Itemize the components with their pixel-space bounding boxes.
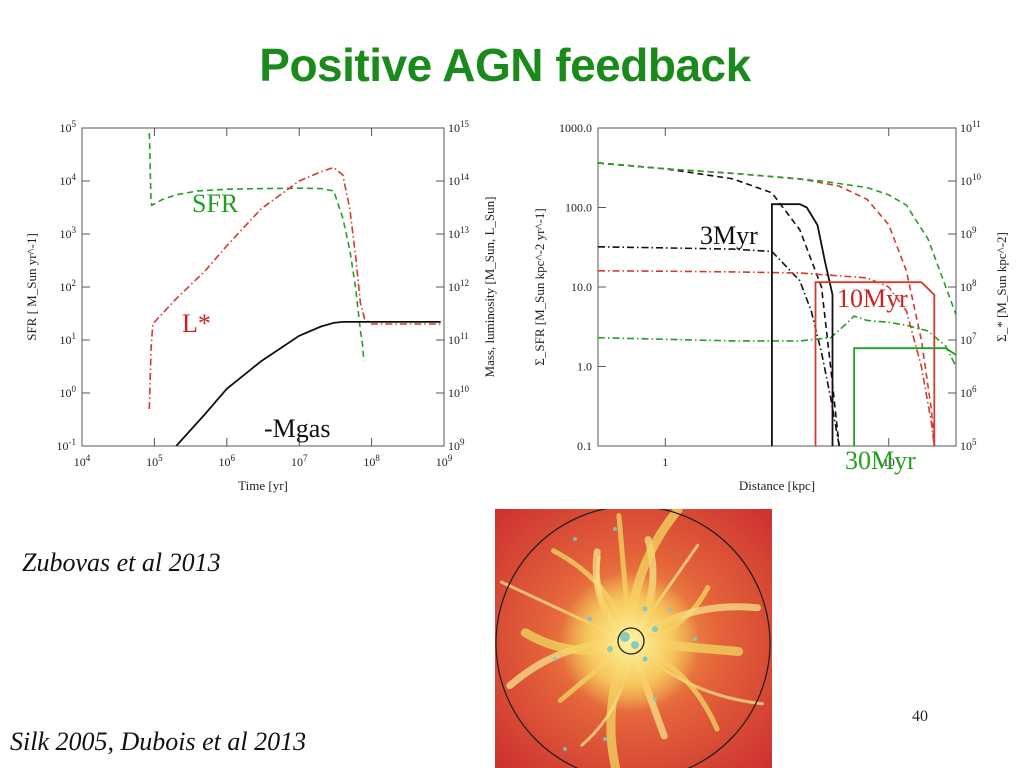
x-tick-label: 107 xyxy=(291,453,308,469)
y-tick-label: 103 xyxy=(60,225,77,241)
page-number: 40 xyxy=(912,708,928,725)
series-line-3 xyxy=(598,246,840,446)
y2-tick-label: 109 xyxy=(960,225,977,241)
y2-tick-label: 109 xyxy=(448,437,465,453)
y-tick-label: 10-1 xyxy=(57,437,77,453)
y-tick-label: 1000.0 xyxy=(559,121,592,135)
annotation-3myr: 3Myr xyxy=(700,221,758,250)
y2-tick-label: 1010 xyxy=(448,384,470,400)
inner-circle xyxy=(617,627,645,655)
y2-tick-label: 1011 xyxy=(448,331,469,347)
y-tick-label: 100.0 xyxy=(565,201,592,215)
annotation-sfr: SFR xyxy=(192,189,239,218)
chart-sfr-vs-time: 104 105 106 107 108 109 10-1 100 101 102 103 104 10… xyxy=(24,119,497,493)
series-line-0 xyxy=(598,162,840,446)
y-tick-label: 101 xyxy=(60,331,77,347)
y-tick-label: 10.0 xyxy=(571,280,592,294)
y-tick-label: 1.0 xyxy=(577,360,592,374)
series-line-2 xyxy=(175,320,441,446)
citation-silk-dubois: Silk 2005, Dubois et al 2013 xyxy=(10,727,307,756)
chart-sfr-surface-density: 1 10 0.1 1.0 10.0 100.0 1000.0 105 106 107 108 10… xyxy=(532,119,1009,493)
y2-tick-label: 106 xyxy=(960,384,977,400)
y2-tick-label: 1011 xyxy=(960,119,981,135)
plot-frame xyxy=(81,127,445,447)
x-tick-label: 105 xyxy=(146,453,163,469)
y-tick-label: 0.1 xyxy=(577,439,592,453)
x-tick-label: 109 xyxy=(436,453,453,469)
y-tick-label: 105 xyxy=(60,119,77,135)
x-tick-label: 10 xyxy=(883,455,895,469)
x-tick-label: 106 xyxy=(219,453,236,469)
series-line-2 xyxy=(598,162,956,315)
series-line-6 xyxy=(770,203,834,446)
annotation-lstar: L* xyxy=(182,309,211,338)
y-tick-label: 104 xyxy=(60,172,77,188)
y2-tick-label: 108 xyxy=(960,278,977,294)
y2-tick-label: 1015 xyxy=(448,119,470,135)
y2-tick-label: 107 xyxy=(960,331,977,347)
series-line-5 xyxy=(598,315,956,367)
y2-tick-label: 1014 xyxy=(448,172,470,188)
y-axis-label: Σ_SFR [M_Sun kpc^-2 yr^-1] xyxy=(532,208,547,365)
y2-tick-label: 1012 xyxy=(448,278,469,294)
annotation-mgas: -Mgas xyxy=(264,414,330,443)
y2-tick-label: 1013 xyxy=(448,225,470,241)
y2-axis-label: Σ_* [M_Sun kpc^-2] xyxy=(994,232,1009,342)
outer-circle xyxy=(495,509,771,768)
y-tick-label: 102 xyxy=(60,278,77,294)
x-tick-label: 108 xyxy=(363,453,380,469)
annotation-30myr: 30Myr xyxy=(845,446,916,475)
series-line-8 xyxy=(853,347,956,446)
x-axis-label: Distance [kpc] xyxy=(739,478,815,493)
x-tick-label: 1 xyxy=(662,455,668,469)
simulation-density-image xyxy=(495,509,772,768)
series-line-1 xyxy=(148,166,441,410)
y2-tick-label: 105 xyxy=(960,437,977,453)
x-axis-label: Time [yr] xyxy=(238,478,288,493)
annotation-10myr: 10Myr xyxy=(837,284,908,313)
x-tick-label: 104 xyxy=(74,453,91,469)
y2-axis-label: Mass, luminosity [M_Sun, L_Sun] xyxy=(482,197,497,378)
citation-zubovas: Zubovas et al 2013 xyxy=(22,548,221,577)
y2-tick-label: 1010 xyxy=(960,172,982,188)
y-axis-label: SFR [ M_Sun yr^-1] xyxy=(24,233,39,341)
series-line-7 xyxy=(814,281,936,446)
slide-title: Positive AGN feedback xyxy=(259,39,751,91)
y-tick-label: 100 xyxy=(60,384,77,400)
